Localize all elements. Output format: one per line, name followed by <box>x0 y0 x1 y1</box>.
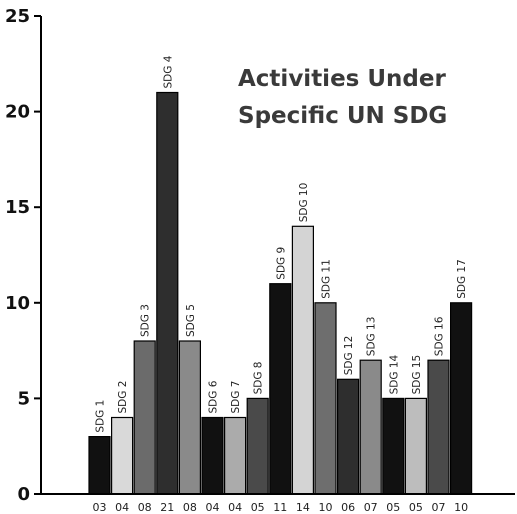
value-label-sdg-17: 10 <box>454 501 468 514</box>
y-ticks-layer: 0 5 10 15 20 25 <box>5 6 41 505</box>
value-label-sdg-9: 11 <box>273 501 287 514</box>
value-label-sdg-3: 08 <box>138 501 152 514</box>
bar-sdg-8 <box>246 397 269 495</box>
bar-label-sdg-5: SDG 5 <box>185 304 197 337</box>
value-label-sdg-7: 04 <box>228 501 242 514</box>
y-tick-label-0: 0 <box>17 484 30 505</box>
bar-sdg-17 <box>450 302 473 495</box>
bar-label-sdg-4: SDG 4 <box>162 55 174 88</box>
y-tick-label-5: 5 <box>17 388 30 409</box>
bar-label-sdg-6: SDG 6 <box>208 380 220 413</box>
bar-sdg-3 <box>133 340 156 495</box>
bar-sdg-12 <box>337 378 360 495</box>
value-label-sdg-15: 05 <box>409 501 423 514</box>
bar-sdg-15 <box>404 397 427 495</box>
bar-label-sdg-10: SDG 10 <box>298 183 310 223</box>
bar-label-sdg-2: SDG 2 <box>117 381 129 414</box>
x-ticks-layer: 03 04 08 21 08 04 04 05 11 14 10 06 07 05 05 07 10 <box>93 501 469 514</box>
bar-sdg-11 <box>314 302 337 495</box>
value-label-sdg-5: 08 <box>183 501 197 514</box>
bar-label-sdg-7: SDG 7 <box>230 381 242 414</box>
y-tick-label-15: 15 <box>5 197 30 218</box>
bar-label-sdg-8: SDG 8 <box>253 361 265 394</box>
value-label-sdg-14: 05 <box>386 501 400 514</box>
value-label-sdg-1: 03 <box>93 501 107 514</box>
bar-sdg-10 <box>291 225 314 495</box>
bar-sdg-7 <box>224 416 247 495</box>
bar-sdg-1 <box>88 436 111 495</box>
bar-label-sdg-12: SDG 12 <box>343 336 355 376</box>
bar-sdg-9 <box>269 283 292 495</box>
y-tick-label-10: 10 <box>5 293 30 314</box>
value-label-sdg-12: 06 <box>341 501 355 514</box>
bar-label-sdg-11: SDG 11 <box>321 259 333 299</box>
bar-sdg-16 <box>427 359 450 495</box>
bar-sdg-6 <box>201 416 224 495</box>
chart-title-line-1: Activities Under <box>238 66 446 92</box>
bar-sdg-5 <box>178 340 201 495</box>
axes-layer <box>40 16 515 495</box>
bar-sdg-4 <box>156 91 179 495</box>
chart-title-line-2: Specific UN SDG <box>238 103 447 129</box>
value-label-sdg-13: 07 <box>364 501 378 514</box>
value-label-sdg-8: 05 <box>251 501 265 514</box>
value-label-sdg-10: 14 <box>296 501 310 514</box>
y-tick-label-25: 25 <box>5 6 30 27</box>
value-label-sdg-2: 04 <box>115 501 129 514</box>
bar-sdg-14 <box>382 397 405 495</box>
bar-label-sdg-9: SDG 9 <box>275 247 287 280</box>
bar-label-sdg-15: SDG 15 <box>411 355 423 395</box>
y-tick-label-20: 20 <box>5 102 30 123</box>
bar-label-sdg-16: SDG 16 <box>434 316 446 356</box>
bar-label-sdg-14: SDG 14 <box>388 354 400 394</box>
value-label-sdg-16: 07 <box>432 501 446 514</box>
bar-sdg-2 <box>110 416 134 495</box>
bar-label-sdg-3: SDG 3 <box>140 304 152 337</box>
bar-sdg-13 <box>359 359 382 495</box>
value-label-sdg-11: 10 <box>319 501 333 514</box>
bars-layer: SDG 1 SDG 2 SDG 3 SDG 4 SDG 5 SDG 6 SDG 7 SDG 8… <box>88 55 473 495</box>
value-label-sdg-4: 21 <box>160 501 174 514</box>
value-label-sdg-6: 04 <box>206 501 220 514</box>
bar-label-sdg-1: SDG 1 <box>95 400 107 433</box>
bar-label-sdg-13: SDG 13 <box>366 317 378 357</box>
bar-label-sdg-17: SDG 17 <box>456 259 468 299</box>
